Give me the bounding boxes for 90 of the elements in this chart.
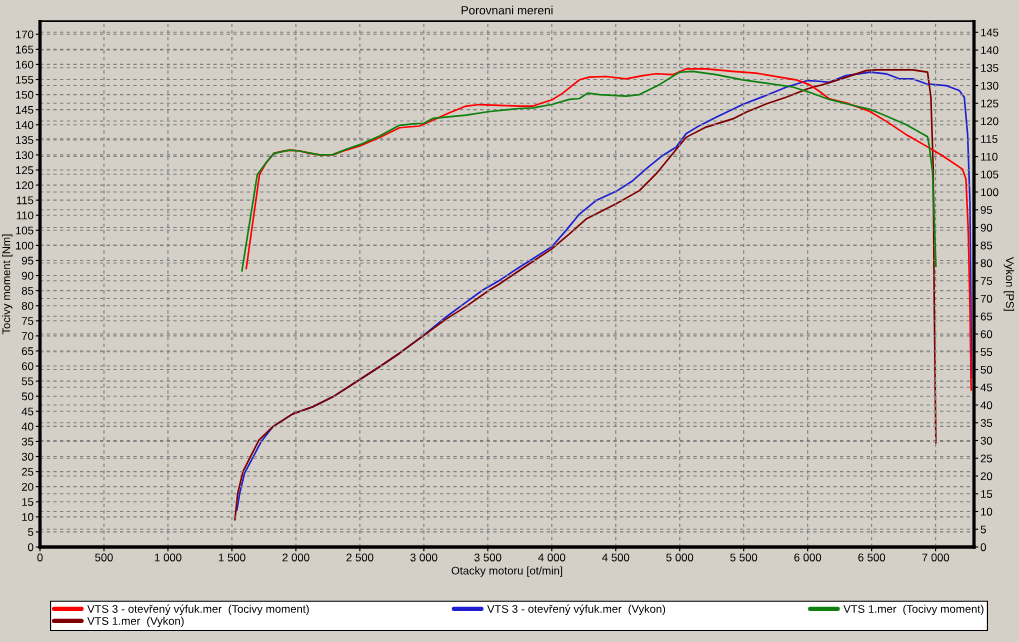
y2-tick-label: 140	[981, 46, 999, 55]
y2-tick-label: 105	[981, 170, 999, 179]
legend-label: VTS 3 - otevřený výfuk.mer (Vykon)	[487, 604, 666, 616]
x-tick-label: 1 000	[154, 553, 182, 562]
y2-tick-label: 40	[980, 401, 993, 410]
y2-tick-label: 10	[981, 507, 993, 516]
x-tick-label: 0	[37, 553, 43, 562]
y-tick-label: 40	[21, 422, 34, 431]
y-tick-label: 80	[21, 301, 34, 310]
y2-tick-label: 0	[980, 543, 986, 552]
y-tick-label: 45	[21, 407, 34, 416]
y-tick-label: 85	[21, 286, 34, 295]
y-tick-label: 165	[16, 45, 34, 54]
y-tick-label: 150	[16, 90, 34, 99]
line-series	[241, 70, 937, 272]
x-tick-label: 5 500	[730, 553, 758, 562]
x-tick-label: 3 000	[410, 553, 438, 562]
y-tick-label: 155	[16, 75, 34, 84]
y-tick-label: 160	[16, 60, 34, 69]
y2-tick-label: 85	[980, 241, 993, 250]
y2-tick-label: 125	[981, 99, 999, 108]
legend-label: VTS 1.mer (Tocivy moment)	[843, 604, 984, 616]
y2-tick-label: 115	[981, 135, 998, 143]
y-tick-label: 20	[21, 482, 34, 491]
x-tick-label: 7 000	[922, 553, 950, 562]
y2-tick-label: 50	[980, 365, 993, 374]
y2-tick-label: 30	[980, 436, 993, 445]
x-tick-label: 2 500	[346, 553, 374, 562]
y2-tick-label: 55	[980, 348, 993, 356]
y-tick-label: 15	[22, 498, 34, 506]
y2-tick-label: 145	[981, 28, 999, 37]
y2-tick-label: 120	[981, 117, 999, 126]
y-tick-label: 115	[16, 196, 34, 205]
y-tick-label: 0	[28, 543, 34, 552]
x-tick-label: 500	[95, 553, 113, 562]
x-tick-label: 6 500	[858, 553, 886, 562]
y2-tick-label: 65	[980, 312, 993, 321]
y-tick-label: 120	[16, 181, 34, 190]
y-tick-label: 10	[22, 513, 34, 521]
y-tick-label: 95	[21, 256, 34, 265]
y-tick-label: 60	[21, 362, 34, 371]
y-tick-label: 170	[16, 30, 34, 39]
y-tick-label: 110	[16, 211, 34, 220]
y2-tick-label: 45	[980, 383, 993, 392]
y-tick-label: 65	[21, 347, 34, 356]
x-tick-label: 2 000	[282, 553, 310, 562]
y2-tick-label: 100	[981, 188, 999, 197]
y-tick-label: 130	[16, 151, 34, 160]
y-tick-label: 140	[16, 121, 34, 129]
y2-tick-label: 60	[980, 330, 993, 339]
y2-tick-label: 130	[981, 81, 999, 90]
y-tick-label: 125	[16, 166, 34, 175]
y-tick-label: 50	[21, 392, 34, 401]
chart-title: Porovnani mereni	[461, 5, 553, 15]
y-tick-label: 30	[21, 452, 34, 461]
y-tick-label: 5	[28, 528, 34, 537]
y-axis-title: Tocivy moment [Nm]	[2, 234, 13, 335]
y2-tick-label: 135	[981, 64, 999, 72]
legend-label: VTS 3 - otevřený výfuk.mer (Tocivy moment)	[87, 604, 309, 616]
line-series	[245, 68, 973, 391]
y-tick-label: 145	[16, 106, 34, 114]
y2-tick-label: 80	[980, 259, 993, 268]
legend-label: VTS 1.mer (Vykon)	[87, 616, 184, 628]
y2-tick-label: 35	[980, 419, 993, 427]
y-tick-label: 90	[21, 271, 34, 280]
x-tick-label: 6 000	[794, 553, 822, 562]
y2-tick-label: 70	[980, 294, 993, 303]
x-tick-label: 5 000	[666, 553, 694, 562]
x-tick-label: 3 500	[474, 553, 502, 562]
x-tick-label: 4 500	[602, 553, 630, 562]
x-axis-title: Otacky motoru [ot/min]	[451, 566, 563, 577]
y2-tick-label: 20	[980, 472, 993, 481]
y-tick-label: 105	[16, 226, 34, 235]
y2-tick-label: 5	[980, 525, 986, 534]
y-tick-label: 135	[16, 136, 34, 144]
y-tick-label: 70	[21, 332, 34, 341]
x-tick-label: 1 500	[218, 553, 246, 562]
x-tick-label: 4 000	[538, 553, 566, 562]
y2-tick-label: 15	[981, 490, 993, 498]
y2-tick-label: 75	[980, 277, 993, 285]
y-tick-label: 35	[21, 437, 34, 446]
y2-tick-label: 90	[980, 223, 993, 232]
y-tick-label: 25	[21, 467, 34, 476]
y-tick-label: 100	[16, 241, 34, 250]
y2-tick-label: 95	[980, 206, 993, 214]
y2-axis-title: Vykon [PS]	[1003, 256, 1015, 311]
y-tick-label: 75	[21, 317, 34, 325]
y2-tick-label: 110	[981, 152, 998, 161]
y-tick-label: 55	[21, 377, 34, 386]
y2-tick-label: 25	[980, 454, 993, 463]
